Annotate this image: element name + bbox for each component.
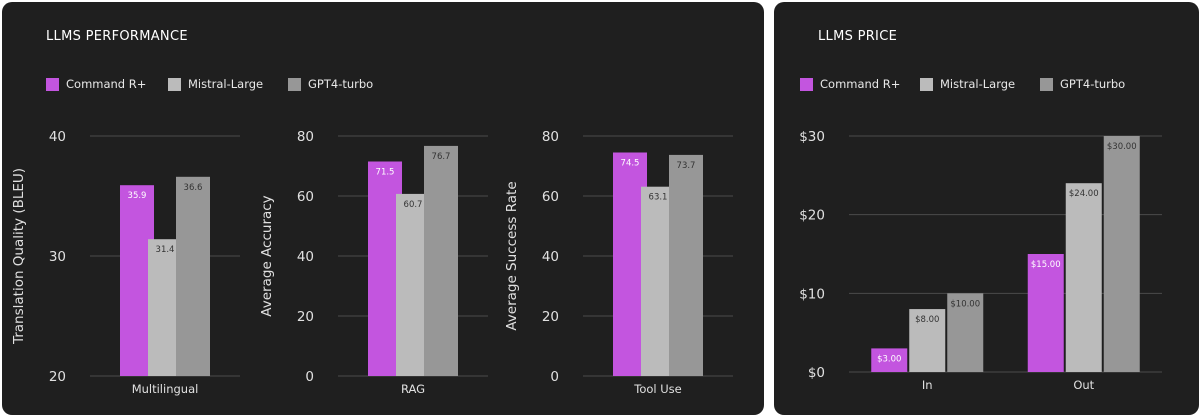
legend-label: Mistral-Large (940, 77, 1016, 91)
bar-gpt4-turbo (176, 176, 210, 376)
bar-data-label: 63.1 (649, 193, 668, 203)
bar-data-label: $3.00 (877, 354, 901, 364)
bar-gpt4-turbo (424, 145, 458, 376)
legend-swatch-command-r-plus (46, 77, 59, 91)
legend-item-mistral-large: Mistral-Large (168, 75, 263, 93)
performance-chart-tool-use: 0 20 40 60 80 Average Success Rate 74.5 63.1 73.… (504, 129, 733, 396)
legend-label: Command R+ (820, 77, 901, 91)
bar-data-label: $15.00 (1031, 260, 1061, 270)
bar-gpt4-turbo (669, 154, 703, 376)
y-tick-label: 80 (542, 129, 559, 145)
legend-item-mistral-large: Mistral-Large (920, 75, 1015, 93)
price-chart: $0 $10 $20 $30 $3.00 $8.00 $10.00 In $15.00 $24.0… (799, 129, 1162, 392)
y-tick-label: $30 (799, 129, 825, 145)
y-axis-label: Translation Quality (BLEU) (11, 168, 27, 345)
y-tick-label: 60 (542, 189, 559, 205)
legend-label: Command R+ (66, 77, 147, 91)
legend-item-command-r-plus: Command R+ (800, 75, 900, 93)
x-tick-label: In (922, 378, 933, 392)
bar-data-label: $10.00 (950, 299, 980, 309)
bar-data-label: 36.6 (184, 183, 203, 193)
bar-data-label: 31.4 (156, 245, 175, 255)
y-tick-label: 0 (305, 369, 314, 385)
y-axis-label: Average Success Rate (504, 181, 520, 330)
legend-item-command-r-plus: Command R+ (46, 75, 146, 93)
y-tick-label: 40 (297, 249, 314, 265)
bar-data-label: 35.9 (128, 191, 147, 201)
legend-swatch-gpt4-turbo (1040, 77, 1053, 91)
y-tick-label: 30 (49, 249, 66, 265)
bar-data-label: $30.00 (1107, 142, 1137, 152)
bar-command-r-plus (871, 348, 908, 372)
price-title: LLMS PRICE (818, 29, 898, 44)
y-tick-label: 60 (297, 189, 314, 205)
bar-data-label: 76.7 (432, 152, 451, 162)
bar-data-label: 60.7 (404, 200, 423, 210)
price-panel: LLMS PRICE Command R+ Mistral-Large GPT4… (774, 2, 1199, 415)
bar-data-label: 71.5 (376, 168, 395, 178)
legend-label: Mistral-Large (188, 77, 264, 91)
legend-label: GPT4-turbo (1060, 77, 1126, 91)
performance-panel: LLMS PERFORMANCE Command R+ Mistral-Larg… (2, 2, 764, 415)
bar-data-label: 73.7 (677, 161, 696, 171)
bar-data-label: 74.5 (621, 159, 640, 169)
performance-chart-rag: 0 20 40 60 80 Average Accuracy 71.5 60.7 76.7 RAG (259, 129, 488, 396)
y-tick-label: $20 (799, 208, 825, 224)
bar-mistral-large (1065, 183, 1102, 372)
y-tick-label: $0 (808, 365, 825, 381)
y-tick-label: 40 (49, 129, 66, 145)
y-tick-label: $10 (799, 286, 825, 302)
bar-command-r-plus (1027, 254, 1064, 372)
performance-title: LLMS PERFORMANCE (46, 29, 188, 44)
legend-swatch-command-r-plus (800, 77, 813, 91)
legend-item-gpt4-turbo: GPT4-turbo (288, 75, 373, 93)
bar-mistral-large (909, 309, 946, 372)
x-tick-label: Out (1073, 378, 1094, 392)
legend-label: GPT4-turbo (308, 77, 374, 91)
bar-gpt4-turbo (1103, 136, 1140, 372)
legend-swatch-mistral-large (168, 77, 181, 91)
y-axis-label: Average Accuracy (259, 195, 275, 316)
x-tick-label: Tool Use (633, 382, 681, 396)
legend-swatch-mistral-large (920, 77, 933, 91)
legend-swatch-gpt4-turbo (288, 77, 301, 91)
y-tick-label: 0 (550, 369, 559, 385)
bar-gpt4-turbo (947, 293, 984, 372)
x-tick-label: RAG (401, 382, 425, 396)
x-tick-label: Multilingual (132, 382, 199, 396)
y-tick-label: 80 (297, 129, 314, 145)
bar-data-label: $8.00 (915, 315, 939, 325)
y-tick-label: 20 (49, 369, 66, 385)
y-tick-label: 20 (297, 309, 314, 325)
legend-item-gpt4-turbo: GPT4-turbo (1040, 75, 1125, 93)
y-tick-label: 20 (542, 309, 559, 325)
performance-chart-multilingual: 20 30 40 Translation Quality (BLEU) 35.9 31.4… (11, 129, 240, 396)
y-tick-label: 40 (542, 249, 559, 265)
bar-data-label: $24.00 (1069, 189, 1099, 199)
